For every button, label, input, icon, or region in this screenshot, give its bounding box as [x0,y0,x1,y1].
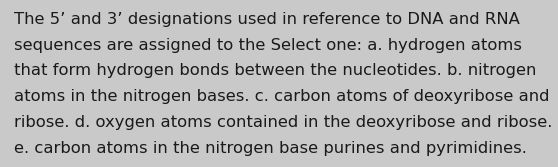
Text: sequences are assigned to the Select one: a. hydrogen atoms: sequences are assigned to the Select one… [14,38,522,53]
Text: that form hydrogen bonds between the nucleotides. b. nitrogen: that form hydrogen bonds between the nuc… [14,63,536,78]
Text: e. carbon atoms in the nitrogen base purines and pyrimidines.: e. carbon atoms in the nitrogen base pur… [14,141,527,156]
Text: The 5’ and 3’ designations used in reference to DNA and RNA: The 5’ and 3’ designations used in refer… [14,12,520,27]
Text: ribose. d. oxygen atoms contained in the deoxyribose and ribose.: ribose. d. oxygen atoms contained in the… [14,115,552,130]
Text: atoms in the nitrogen bases. c. carbon atoms of deoxyribose and: atoms in the nitrogen bases. c. carbon a… [14,89,550,104]
